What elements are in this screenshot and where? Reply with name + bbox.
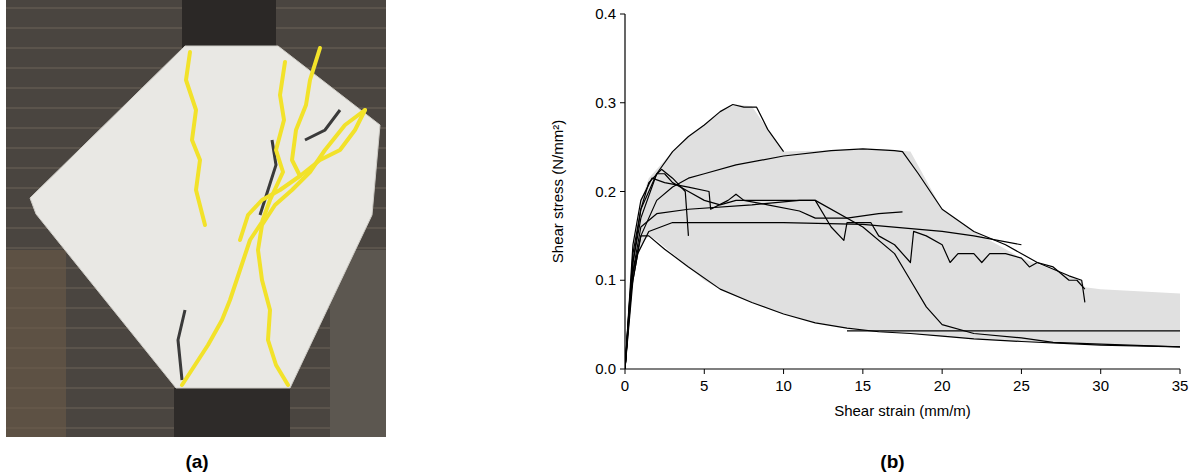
envelope-area [625, 105, 1180, 369]
curve [625, 236, 1180, 369]
y-tick-label: 0.0 [595, 360, 616, 377]
crack-trace [300, 110, 365, 176]
curve [625, 200, 1180, 369]
x-tick [625, 369, 626, 374]
curve [625, 149, 1085, 369]
curve [625, 105, 784, 369]
panel-label: (a) [185, 451, 208, 472]
loading-shoe [174, 388, 290, 437]
crack-trace [258, 110, 365, 385]
y-tick [620, 14, 625, 15]
y-tick-label: 0.1 [595, 271, 616, 288]
x-tick [1021, 369, 1022, 374]
masonry-specimen [30, 46, 380, 388]
y-tick-label: 0.2 [595, 183, 616, 200]
x-tick [862, 369, 863, 374]
x-tick [704, 369, 705, 374]
loading-shoe [182, 0, 276, 48]
y-tick [620, 102, 625, 103]
curve [625, 223, 1021, 369]
axes: 0 5 10 15 20 25 30 35 0.0 0.1 0.2 0.3 0.4 [595, 5, 1188, 394]
crack-trace [240, 176, 300, 240]
x-axis-line [625, 368, 1180, 369]
panel-label: (b) [880, 451, 904, 472]
photo-background [6, 0, 386, 437]
x-tick-label: 0 [621, 377, 629, 394]
x-tick [1100, 369, 1101, 374]
curve [847, 330, 1180, 331]
crack-trace [292, 48, 320, 176]
plot-area [625, 105, 1180, 369]
x-tick [942, 369, 943, 374]
x-tick-label: 5 [700, 377, 708, 394]
y-tick-label: 0.4 [595, 5, 616, 22]
y-tick [620, 280, 625, 281]
x-tick [1180, 369, 1181, 374]
crack [178, 310, 185, 380]
x-axis-title: Shear strain (mm/m) [834, 402, 971, 419]
x-tick-label: 10 [775, 377, 792, 394]
y-tick [620, 191, 625, 192]
y-tick [620, 369, 625, 370]
curve [625, 178, 903, 369]
figure: (a) 0 5 10 15 20 25 30 35 0.0 0.1 0.2 0.3 0.4 Shear st… [0, 0, 1199, 475]
y-axis-title: Shear stress (N/mm²) [549, 120, 566, 263]
x-tick-label: 25 [1013, 377, 1030, 394]
x-tick-label: 30 [1092, 377, 1109, 394]
photo-background [6, 250, 66, 437]
x-tick [783, 369, 784, 374]
crack-trace [186, 52, 205, 225]
photo-panel [6, 0, 386, 437]
x-tick-label: 35 [1172, 377, 1189, 394]
y-tick-label: 0.3 [595, 94, 616, 111]
x-tick-label: 15 [855, 377, 872, 394]
x-tick-label: 20 [934, 377, 951, 394]
